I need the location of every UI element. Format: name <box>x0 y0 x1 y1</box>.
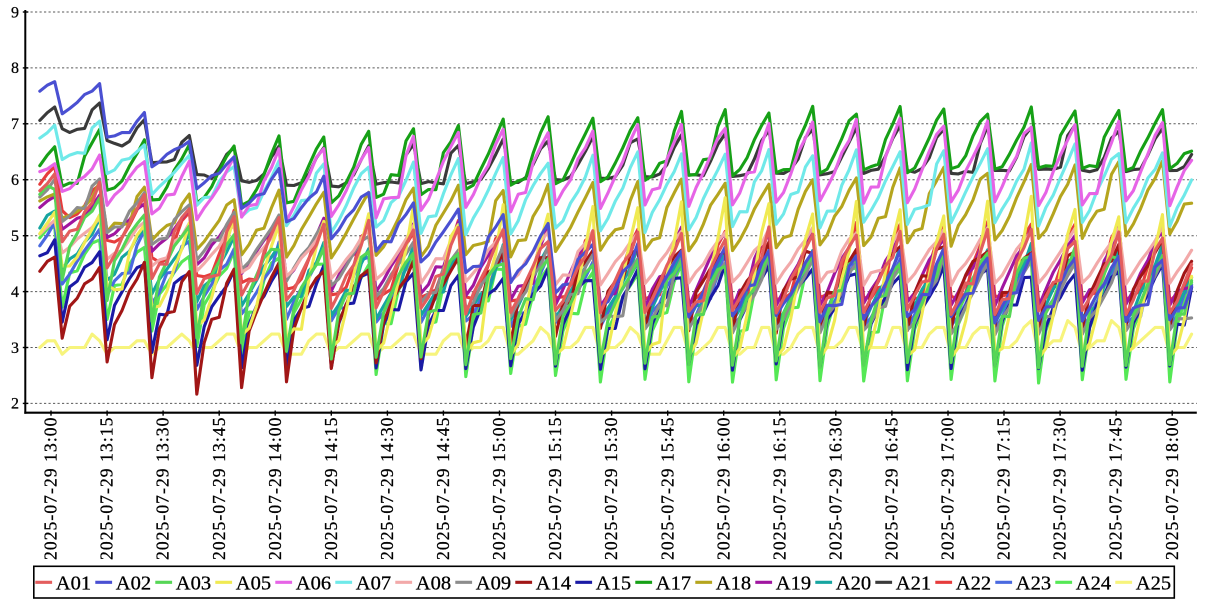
svg-text:A14: A14 <box>536 573 571 595</box>
svg-text:2025-07-29 13:15: 2025-07-29 13:15 <box>97 417 117 561</box>
svg-text:2025-07-29 18:00: 2025-07-29 18:00 <box>1162 417 1182 561</box>
svg-text:A22: A22 <box>956 573 991 595</box>
svg-text:A23: A23 <box>1016 573 1051 595</box>
svg-text:2025-07-29 14:30: 2025-07-29 14:30 <box>377 417 397 561</box>
svg-text:2025-07-29 16:00: 2025-07-29 16:00 <box>713 417 733 561</box>
svg-text:A02: A02 <box>116 573 151 595</box>
svg-text:A03: A03 <box>176 573 211 595</box>
svg-text:5: 5 <box>11 228 19 245</box>
svg-text:A19: A19 <box>776 573 811 595</box>
svg-text:2025-07-29 15:30: 2025-07-29 15:30 <box>601 417 621 561</box>
svg-text:A20: A20 <box>836 573 871 595</box>
svg-text:A18: A18 <box>716 573 751 595</box>
svg-text:2025-07-29 14:15: 2025-07-29 14:15 <box>321 417 341 561</box>
svg-text:A07: A07 <box>356 573 391 595</box>
svg-text:2025-07-29 16:15: 2025-07-29 16:15 <box>769 417 789 561</box>
svg-text:2025-07-29 14:45: 2025-07-29 14:45 <box>433 417 453 561</box>
svg-text:A21: A21 <box>896 573 931 595</box>
svg-text:8: 8 <box>11 60 19 77</box>
svg-text:2025-07-29 15:00: 2025-07-29 15:00 <box>489 416 509 560</box>
svg-text:A15: A15 <box>596 573 631 595</box>
svg-text:2025-07-29 15:15: 2025-07-29 15:15 <box>545 417 565 561</box>
svg-text:2025-07-29 17:45: 2025-07-29 17:45 <box>1106 417 1126 561</box>
svg-text:9: 9 <box>11 4 19 21</box>
svg-text:2025-07-29 13:00: 2025-07-29 13:00 <box>41 417 61 561</box>
svg-text:A17: A17 <box>656 573 691 595</box>
svg-text:2025-07-29 13:45: 2025-07-29 13:45 <box>209 417 229 561</box>
svg-text:7: 7 <box>11 116 19 133</box>
svg-text:A24: A24 <box>1076 573 1111 595</box>
svg-text:3: 3 <box>11 340 19 357</box>
svg-text:A08: A08 <box>416 573 451 595</box>
svg-text:4: 4 <box>11 284 19 301</box>
svg-text:2025-07-29 17:00: 2025-07-29 17:00 <box>938 417 958 561</box>
svg-text:2: 2 <box>11 396 19 413</box>
svg-text:2025-07-29 16:30: 2025-07-29 16:30 <box>825 417 845 561</box>
svg-text:2025-07-29 17:15: 2025-07-29 17:15 <box>994 417 1014 561</box>
svg-text:2025-07-29 16:45: 2025-07-29 16:45 <box>882 417 902 561</box>
svg-text:A01: A01 <box>56 573 91 595</box>
svg-text:A09: A09 <box>476 573 511 595</box>
svg-text:2025-07-29 13:30: 2025-07-29 13:30 <box>153 417 173 561</box>
svg-text:A06: A06 <box>296 573 331 595</box>
svg-text:2025-07-29 15:45: 2025-07-29 15:45 <box>657 417 677 561</box>
svg-text:2025-07-29 14:00: 2025-07-29 14:00 <box>265 417 285 561</box>
svg-text:A25: A25 <box>1136 573 1171 595</box>
svg-text:6: 6 <box>11 172 19 189</box>
svg-text:2025-07-29 17:30: 2025-07-29 17:30 <box>1050 417 1070 561</box>
svg-text:A05: A05 <box>236 573 271 595</box>
